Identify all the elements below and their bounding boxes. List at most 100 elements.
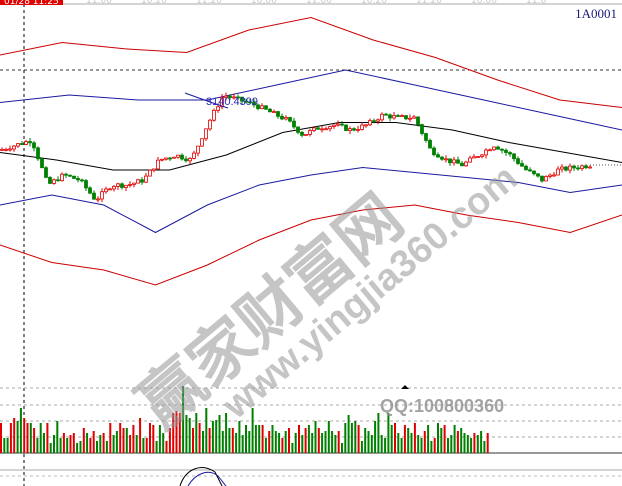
volume-bar	[202, 431, 204, 453]
candle-body	[392, 115, 396, 119]
candle-body	[528, 169, 532, 172]
candle-body	[484, 149, 488, 156]
volume-bar	[16, 421, 19, 453]
candle-body	[16, 143, 20, 147]
time-tick-label: 11:00	[306, 0, 332, 6]
candle-body	[224, 95, 228, 98]
candle-body	[352, 128, 356, 131]
volume-bar	[139, 418, 142, 453]
time-tick-label: 11:0	[526, 0, 546, 6]
time-tick-label: 10:20	[141, 0, 167, 6]
candle-body	[236, 96, 240, 99]
volume-bar	[198, 423, 201, 453]
candle-body	[232, 96, 236, 99]
volume-bar	[394, 423, 396, 453]
volume-bar	[291, 443, 294, 453]
candle-body	[104, 188, 108, 193]
candle-body	[132, 182, 136, 185]
candle-body	[512, 153, 516, 160]
candle-body	[292, 120, 296, 128]
volume-bar	[66, 438, 69, 453]
candle-body	[424, 133, 428, 141]
volume-bar	[168, 428, 171, 453]
candle-body	[588, 166, 592, 169]
volume-bars	[0, 386, 489, 453]
candle-body	[164, 157, 168, 160]
volume-bar	[205, 408, 208, 453]
volume-bar	[6, 438, 9, 453]
volume-bar	[96, 441, 98, 453]
volume-bar	[350, 423, 353, 453]
candle-body	[80, 179, 84, 182]
peak-price-label: 3140.4399	[206, 96, 258, 108]
volume-bar	[486, 433, 489, 453]
candle-body	[312, 127, 316, 131]
volume-bar	[354, 421, 357, 453]
candle-body	[92, 192, 96, 200]
volume-bar	[125, 428, 128, 453]
time-axis: 11:00 10:20 11:20 10:00 11:00 10:20 11:20 10:00…	[86, 0, 546, 6]
volume-bar	[456, 431, 459, 453]
candle-body	[584, 165, 588, 169]
lower-outer-band-line	[0, 204, 622, 286]
volume-bar	[188, 418, 191, 453]
volume-bar	[26, 423, 29, 453]
candle-body	[20, 143, 24, 145]
volume-bar	[324, 431, 327, 453]
candle-body	[192, 152, 196, 159]
volume-bar	[430, 441, 433, 453]
candle-body	[548, 174, 552, 177]
volume-bar	[86, 433, 89, 453]
candle-body	[264, 105, 268, 110]
candle-body	[108, 188, 112, 191]
volume-bar	[288, 428, 290, 453]
candle-body	[288, 117, 292, 122]
candle-body	[184, 158, 188, 162]
candle-body	[500, 148, 504, 151]
volume-bar	[102, 433, 105, 453]
candle-body	[356, 129, 360, 131]
volume-bar	[298, 425, 300, 453]
candle-body	[400, 115, 404, 117]
volume-bar	[410, 433, 413, 453]
volume-bar	[271, 425, 274, 453]
candle-body	[188, 157, 192, 162]
candle-body	[532, 170, 536, 175]
candle-body	[404, 115, 408, 120]
volume-bar	[178, 413, 181, 453]
volume-bar	[357, 425, 360, 453]
volume-bar	[62, 433, 65, 453]
volume-bar	[79, 441, 82, 453]
volume-bar	[278, 433, 281, 453]
volume-bar	[175, 411, 178, 453]
candle-body	[444, 158, 448, 161]
candle-body	[172, 156, 176, 159]
volume-bar	[155, 441, 158, 453]
candle-body	[256, 104, 260, 109]
candle-body	[272, 111, 276, 113]
candle-body	[396, 115, 400, 117]
candle-body	[304, 134, 308, 136]
candle-body	[308, 130, 312, 135]
volume-bar	[258, 425, 261, 453]
volume-bar	[192, 428, 194, 453]
marker-triangle-icon	[401, 385, 409, 389]
candle-body	[8, 148, 12, 151]
candle-body	[120, 183, 124, 188]
volume-bar	[397, 433, 400, 453]
candle-body	[76, 178, 80, 181]
candle-body	[60, 173, 64, 182]
volume-bar	[251, 408, 254, 453]
volume-bar	[145, 438, 148, 453]
volume-bar	[370, 435, 373, 453]
volume-bar	[162, 433, 165, 453]
candle-body	[464, 161, 468, 167]
candle-body	[420, 124, 424, 134]
candle-body	[412, 116, 416, 119]
candle-body	[252, 101, 256, 106]
volume-bar	[112, 435, 115, 453]
volume-bar	[36, 438, 39, 453]
candle-body	[416, 116, 420, 126]
